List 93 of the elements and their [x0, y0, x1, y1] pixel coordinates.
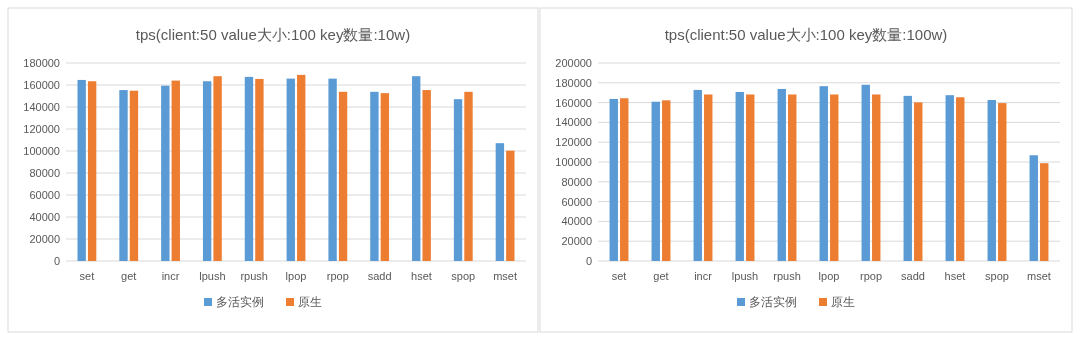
bar [297, 74, 306, 261]
bar [161, 85, 170, 261]
x-tick-label: sadd [901, 270, 925, 282]
bar [328, 78, 337, 261]
y-tick-label: 80000 [561, 175, 592, 188]
bar [129, 90, 139, 261]
y-tick-label: 120000 [555, 136, 592, 149]
chart-title: tps(client:50 value大小:100 key数量:10w) [135, 26, 411, 43]
bar [119, 90, 128, 261]
x-tick-label: spop [985, 270, 1009, 282]
y-tick-label: 160000 [23, 79, 60, 91]
bar [987, 100, 996, 261]
x-tick-label: lpop [818, 270, 840, 282]
y-tick-label: 100000 [23, 145, 60, 157]
y-tick-label: 60000 [561, 195, 592, 208]
x-tick-label: get [121, 270, 137, 282]
bar [171, 80, 180, 261]
x-tick-label: hset [944, 270, 966, 282]
bar [380, 93, 390, 261]
x-tick-label: lpush [199, 270, 226, 282]
x-tick-label: incr [694, 270, 713, 282]
x-tick-label: sadd [367, 270, 392, 282]
x-tick-label: set [79, 270, 95, 282]
legend-label: 原生 [298, 295, 322, 309]
bar [495, 143, 505, 261]
bar [861, 84, 870, 261]
bar [370, 91, 379, 261]
x-tick-label: rpop [326, 270, 349, 282]
bar [506, 150, 515, 261]
x-tick-label: get [653, 270, 669, 282]
bar [662, 100, 671, 261]
y-tick-label: 60000 [29, 189, 60, 201]
bar [788, 94, 797, 261]
y-tick-label: 100000 [555, 156, 592, 168]
x-tick-label: rpop [859, 270, 883, 282]
bar [830, 94, 839, 261]
bar [998, 103, 1007, 261]
legend-label: 原生 [831, 295, 855, 309]
x-tick-label: mset [1027, 270, 1051, 282]
x-tick-label: rpush [773, 270, 801, 282]
x-tick-label: set [611, 270, 627, 282]
bar [609, 98, 618, 261]
bar [777, 88, 786, 261]
bar [704, 94, 713, 261]
bar [255, 78, 264, 261]
bar [422, 90, 431, 261]
x-tick-label: mset [493, 270, 518, 282]
bar [244, 76, 254, 261]
bar [914, 102, 923, 261]
y-tick-label: 140000 [555, 116, 592, 129]
bar [872, 94, 881, 261]
x-tick-label: incr [161, 270, 180, 282]
y-tick-label: 180000 [23, 57, 60, 69]
x-tick-label: lpop [285, 270, 307, 282]
bar [412, 76, 421, 261]
y-tick-label: 80000 [29, 167, 60, 179]
bar [87, 81, 97, 261]
bar [338, 91, 348, 261]
x-tick-label: rpush [240, 270, 268, 282]
y-tick-label: 200000 [555, 57, 592, 69]
y-tick-label: 0 [585, 255, 592, 267]
bar [286, 78, 295, 261]
y-tick-label: 20000 [29, 233, 60, 245]
legend-label: 多活实例 [749, 295, 797, 309]
bar [956, 97, 965, 261]
bar [202, 81, 212, 261]
bar [693, 89, 702, 261]
bar [620, 98, 629, 261]
bar [1040, 163, 1049, 261]
legend-label: 多活实例 [216, 295, 264, 309]
y-tick-label: 140000 [23, 101, 60, 113]
x-tick-label: hset [411, 270, 432, 282]
bar [464, 91, 473, 261]
y-tick-label: 40000 [29, 211, 60, 223]
bar [651, 101, 660, 261]
bar [213, 76, 222, 261]
y-tick-label: 20000 [561, 235, 592, 248]
bar [746, 94, 755, 261]
chart-title: tps(client:50 value大小:100 key数量:100w) [664, 26, 948, 43]
bar [903, 95, 912, 261]
x-tick-label: spop [451, 270, 476, 282]
bar [453, 99, 463, 261]
y-tick-label: 40000 [561, 215, 592, 228]
bar [77, 79, 86, 261]
y-tick-label: 120000 [23, 123, 60, 135]
y-tick-label: 0 [53, 255, 60, 267]
bar [1029, 155, 1038, 261]
y-tick-label: 180000 [555, 76, 592, 89]
bar [735, 92, 744, 261]
bar [819, 86, 828, 261]
x-tick-label: lpush [731, 270, 759, 282]
y-tick-label: 160000 [555, 96, 592, 109]
bar [945, 95, 954, 261]
